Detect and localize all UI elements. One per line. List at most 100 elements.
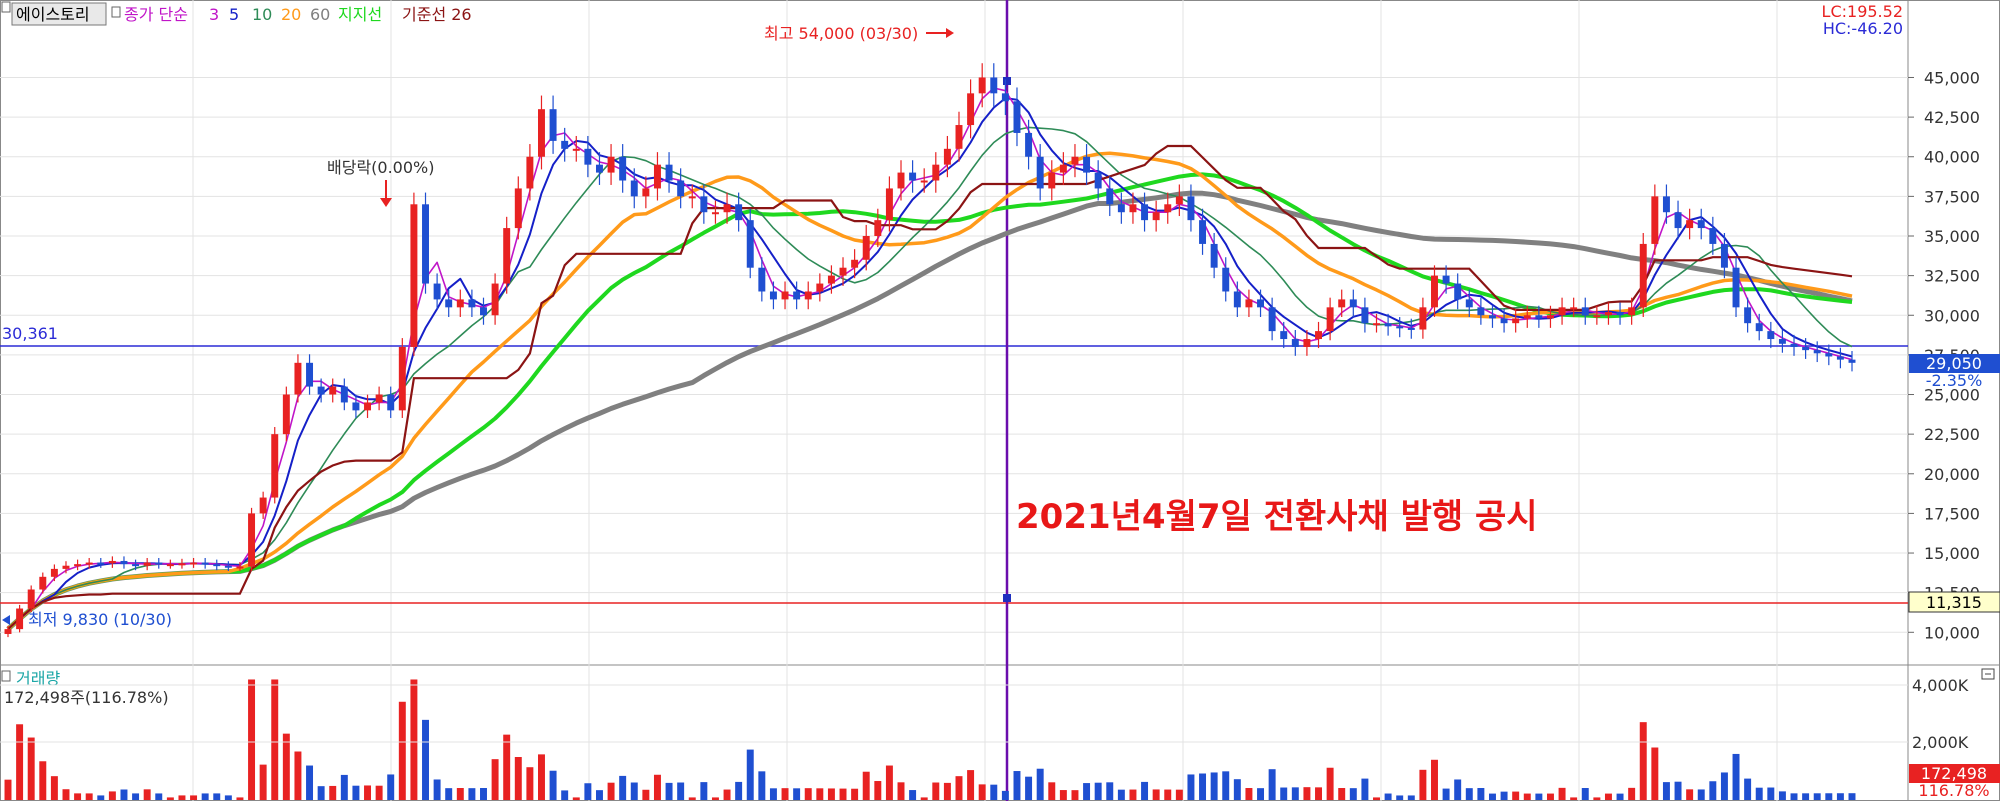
candle-body bbox=[317, 386, 325, 395]
candle-body bbox=[1488, 315, 1496, 319]
volume-bar bbox=[352, 785, 360, 800]
candle-body bbox=[248, 513, 256, 567]
volume-bar bbox=[1744, 778, 1752, 800]
candle-body bbox=[445, 299, 453, 308]
candle-body bbox=[190, 562, 198, 565]
candle-body bbox=[1373, 323, 1380, 326]
volume-bar bbox=[1465, 788, 1473, 800]
volume-bar bbox=[804, 788, 812, 800]
candle-body bbox=[1442, 275, 1450, 284]
candle-body bbox=[97, 562, 105, 565]
candle-body bbox=[1419, 307, 1427, 330]
volume-bar bbox=[1094, 782, 1102, 800]
volume-bar bbox=[1477, 788, 1485, 800]
ma-line-5 bbox=[7, 97, 1853, 630]
volume-bar bbox=[190, 795, 198, 800]
volume-bar bbox=[4, 779, 12, 800]
event-line-handle-top[interactable] bbox=[1003, 77, 1011, 85]
volume-bar bbox=[839, 788, 847, 800]
volume-bar bbox=[1059, 790, 1067, 800]
left-price-label: 30,361 bbox=[2, 324, 58, 343]
legend-toggle-icon[interactable] bbox=[1, 1, 11, 13]
ma-line-20 bbox=[6, 151, 1853, 631]
volume-bar bbox=[1651, 747, 1659, 800]
candle-body bbox=[1802, 346, 1810, 351]
candle-body bbox=[642, 188, 650, 197]
volume-bar bbox=[781, 788, 789, 800]
candle-body bbox=[1349, 299, 1357, 308]
volume-bar bbox=[978, 784, 986, 800]
lc-value: LC:195.52 bbox=[1822, 2, 1903, 21]
volume-bar bbox=[1164, 789, 1172, 800]
ma-legend-label: 종가 단순 bbox=[124, 5, 188, 24]
volume-current: 172,498주(116.78%) bbox=[4, 688, 169, 707]
candle-body bbox=[1604, 312, 1612, 316]
candle-body bbox=[503, 228, 511, 284]
candle-body bbox=[1732, 267, 1740, 308]
volume-bar bbox=[480, 788, 487, 800]
volume-bar bbox=[1732, 753, 1740, 800]
volume-bar bbox=[1106, 782, 1114, 800]
volume-bar bbox=[1697, 789, 1705, 800]
candle-body bbox=[340, 386, 348, 403]
candle-body bbox=[595, 164, 603, 173]
volume-bar bbox=[665, 782, 673, 800]
volume-bar bbox=[1291, 787, 1299, 800]
candle-body bbox=[27, 589, 35, 609]
candle-body bbox=[1720, 243, 1728, 268]
candle-body bbox=[851, 259, 859, 268]
volume-bar bbox=[549, 770, 557, 800]
volume-bar bbox=[653, 774, 661, 800]
volume-bar bbox=[317, 786, 325, 800]
volume-tick-2000k: 2,000K bbox=[1912, 733, 1969, 752]
volume-bar bbox=[967, 770, 975, 800]
candle-body bbox=[85, 562, 93, 565]
ma-period-5: 5 bbox=[229, 5, 239, 24]
volume-bar bbox=[178, 795, 186, 800]
volume-toggle-icon[interactable] bbox=[1, 670, 11, 682]
volume-bar bbox=[16, 724, 24, 800]
candle-body bbox=[1326, 307, 1334, 332]
volume-bars bbox=[4, 679, 1856, 800]
candle-body bbox=[967, 93, 975, 126]
volume-bar bbox=[897, 782, 905, 800]
dividend-arrowhead-icon bbox=[380, 198, 392, 207]
volume-bar bbox=[97, 795, 105, 800]
current-price: 29,050 bbox=[1926, 354, 1982, 373]
volume-bar bbox=[39, 761, 47, 800]
ma-period-3: 3 bbox=[209, 5, 219, 24]
candle-body bbox=[1674, 212, 1682, 229]
volume-bar bbox=[166, 797, 174, 800]
candle-body bbox=[1210, 243, 1218, 268]
volume-bar bbox=[1407, 795, 1415, 800]
volume-bar bbox=[1199, 773, 1207, 800]
ma-legend-toggle-icon[interactable] bbox=[111, 6, 121, 18]
stock-name-box[interactable] bbox=[11, 2, 107, 26]
volume-bar bbox=[1175, 789, 1183, 800]
candle-body bbox=[653, 164, 661, 189]
volume-bar bbox=[584, 783, 592, 800]
candle-body bbox=[1199, 220, 1207, 244]
candle-body bbox=[1303, 339, 1311, 347]
y-tick-label: 22,500 bbox=[1924, 425, 1980, 444]
candle-body bbox=[1013, 101, 1021, 133]
volume-bar bbox=[735, 781, 743, 800]
base-line-label: 기준선 26 bbox=[402, 5, 472, 24]
candle-body bbox=[1129, 204, 1137, 213]
candle-body bbox=[1512, 318, 1520, 324]
candle-body bbox=[538, 109, 545, 157]
volume-bar bbox=[688, 797, 696, 800]
volume-bar bbox=[1802, 793, 1810, 800]
candle-body bbox=[781, 291, 789, 300]
volume-bar bbox=[143, 789, 151, 800]
candle-body bbox=[932, 164, 940, 181]
candle-body bbox=[549, 109, 557, 141]
volume-bar bbox=[538, 754, 545, 800]
volume-bar bbox=[1117, 789, 1125, 800]
volume-bar bbox=[1709, 781, 1717, 800]
volume-bar bbox=[1581, 788, 1589, 800]
candle-body bbox=[1106, 188, 1114, 205]
event-line-handle-bottom[interactable] bbox=[1003, 594, 1011, 602]
candle-body bbox=[491, 283, 499, 316]
y-tick-label: 25,000 bbox=[1924, 386, 1980, 405]
